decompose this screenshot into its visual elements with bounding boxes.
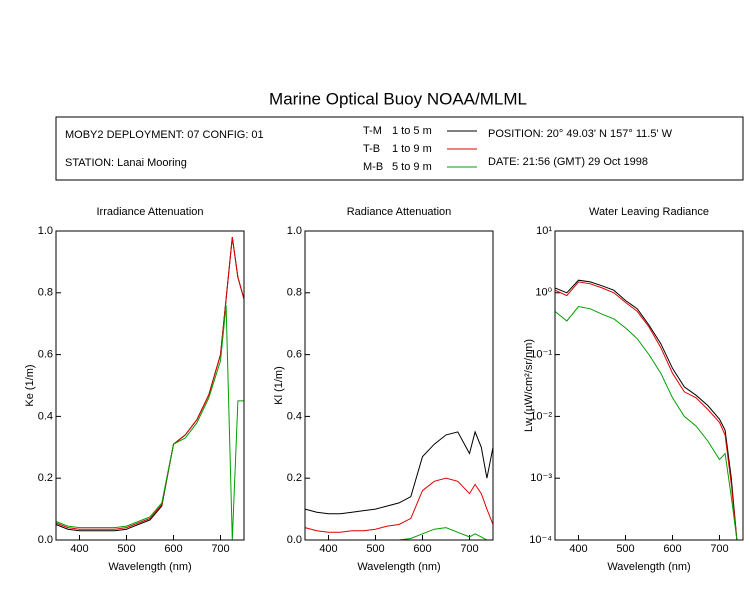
x-tick-label: 700 — [460, 543, 478, 555]
y-tick-label: 0.4 — [287, 410, 302, 422]
deployment: MOBY2 DEPLOYMENT: 07 CONFIG: 01 — [65, 129, 264, 141]
y-tick-label: 1.0 — [287, 225, 302, 237]
y-axis-label: Lw (µW/cm²/sr/nm) — [523, 339, 535, 432]
x-axis-label: Wavelength (nm) — [108, 561, 191, 573]
legend-range: 1 to 9 m — [392, 143, 432, 155]
series-line — [554, 279, 743, 541]
y-tick-label: 0.0 — [38, 534, 53, 546]
legend-range: 5 to 9 m — [392, 161, 432, 173]
legend-name: T-M — [363, 125, 382, 137]
y-axis-label: Ke (1/m) — [24, 364, 36, 406]
y-tick-label: 0.8 — [287, 287, 302, 299]
x-tick-label: 700 — [211, 543, 229, 555]
y-tick-label: 10⁻³ — [530, 472, 552, 484]
x-tick-label: 700 — [710, 543, 728, 555]
x-tick-label: 500 — [366, 543, 384, 555]
y-tick-label: 0.4 — [38, 410, 53, 422]
plot-title: Irradiance Attenuation — [96, 206, 203, 218]
y-tick-label: 0.2 — [287, 472, 302, 484]
series-line — [304, 477, 494, 533]
header-box — [55, 116, 744, 181]
x-tick-label: 400 — [319, 543, 337, 555]
legend-name: M-B — [363, 161, 383, 173]
main-title: Marine Optical Buoy NOAA/MLML — [269, 89, 527, 108]
y-tick-label: 10⁻² — [530, 410, 552, 422]
x-tick-label: 500 — [616, 543, 634, 555]
plot-frame — [554, 230, 744, 541]
x-tick-label: 600 — [413, 543, 431, 555]
series-line — [55, 237, 245, 532]
x-axis-label: Wavelength (nm) — [357, 561, 440, 573]
x-axis-label: Wavelength (nm) — [607, 561, 690, 573]
x-tick-label: 600 — [663, 543, 681, 555]
plot-frame — [304, 230, 494, 541]
x-tick-label: 600 — [164, 543, 182, 555]
series-line — [55, 305, 244, 541]
y-tick-label: 0.6 — [287, 349, 302, 361]
y-tick-label: 0.6 — [38, 349, 53, 361]
y-tick-label: 0.0 — [287, 534, 302, 546]
plot-title: Water Leaving Radiance — [589, 206, 709, 218]
x-tick-label: 400 — [70, 543, 88, 555]
legend-name: T-B — [363, 143, 380, 155]
date: DATE: 21:56 (GMT) 29 Oct 1998 — [488, 156, 648, 168]
y-tick-label: 10⁻¹ — [530, 349, 552, 361]
plot-frame — [55, 230, 245, 541]
position: POSITION: 20° 49.03' N 157° 11.5' W — [488, 128, 673, 140]
x-tick-label: 400 — [569, 543, 587, 555]
y-tick-label: 0.2 — [38, 472, 53, 484]
series-line — [304, 430, 494, 515]
y-tick-label: 10⁰ — [535, 287, 552, 299]
series-line — [554, 305, 743, 541]
series-line — [554, 281, 743, 541]
x-tick-label: 500 — [117, 543, 135, 555]
series-line — [55, 237, 245, 530]
y-tick-label: 10⁻⁴ — [529, 534, 552, 546]
station: STATION: Lanai Mooring — [65, 157, 187, 169]
y-tick-label: 0.8 — [38, 287, 53, 299]
plot-title: Radiance Attenuation — [347, 206, 452, 218]
y-tick-label: 1.0 — [38, 225, 53, 237]
legend-range: 1 to 5 m — [392, 125, 432, 137]
series-line — [305, 527, 493, 541]
y-tick-label: 10¹ — [536, 225, 552, 237]
y-axis-label: Kl (1/m) — [273, 366, 285, 405]
